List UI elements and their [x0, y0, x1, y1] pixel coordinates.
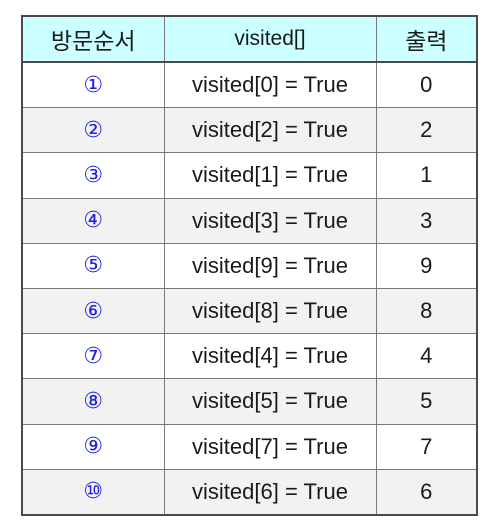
table-row: ⑦ visited[4] = True 4	[21, 333, 478, 380]
header-output: 출력	[375, 15, 478, 63]
visited-cell: visited[7] = True	[163, 423, 377, 470]
visit-order-cell: ②	[21, 107, 165, 154]
table-header: 방문순서 visited[] 출력	[21, 15, 478, 63]
output-cell: 8	[375, 287, 478, 335]
visit-order-cell: ①	[21, 61, 165, 109]
visit-order-cell: ⑤	[21, 242, 165, 289]
visit-order-table-container: 방문순서 visited[] 출력 ① visited[0] = True 0 …	[21, 15, 478, 516]
table-row: ① visited[0] = True 0	[21, 61, 478, 109]
table-row: ② visited[2] = True 2	[21, 107, 478, 154]
output-cell: 1	[375, 152, 478, 199]
header-visited-array: visited[]	[163, 15, 377, 63]
visited-cell: visited[4] = True	[163, 333, 377, 380]
table-row: ⑤ visited[9] = True 9	[21, 242, 478, 289]
table-body: ① visited[0] = True 0 ② visited[2] = Tru…	[21, 61, 478, 516]
table-row: ⑥ visited[8] = True 8	[21, 287, 478, 335]
output-cell: 2	[375, 107, 478, 154]
visit-order-cell: ⑩	[21, 468, 165, 516]
output-cell: 4	[375, 333, 478, 380]
visited-cell: visited[9] = True	[163, 242, 377, 289]
visited-cell: visited[5] = True	[163, 378, 377, 425]
header-visit-order: 방문순서	[21, 15, 165, 63]
visit-order-cell: ⑧	[21, 378, 165, 425]
visit-order-table: 방문순서 visited[] 출력 ① visited[0] = True 0 …	[21, 15, 478, 516]
visited-cell: visited[2] = True	[163, 107, 377, 154]
output-cell: 5	[375, 378, 478, 425]
visited-cell: visited[3] = True	[163, 197, 377, 244]
table-row: ⑨ visited[7] = True 7	[21, 423, 478, 470]
header-row: 방문순서 visited[] 출력	[21, 15, 478, 63]
visited-cell: visited[8] = True	[163, 287, 377, 335]
visit-order-cell: ③	[21, 152, 165, 199]
output-cell: 6	[375, 468, 478, 516]
output-cell: 0	[375, 61, 478, 109]
output-cell: 3	[375, 197, 478, 244]
visit-order-cell: ⑦	[21, 333, 165, 380]
output-cell: 7	[375, 423, 478, 470]
visit-order-cell: ⑨	[21, 423, 165, 470]
table-row: ④ visited[3] = True 3	[21, 197, 478, 244]
output-cell: 9	[375, 242, 478, 289]
table-row: ⑩ visited[6] = True 6	[21, 468, 478, 516]
visited-cell: visited[1] = True	[163, 152, 377, 199]
table-row: ③ visited[1] = True 1	[21, 152, 478, 199]
visit-order-cell: ⑥	[21, 287, 165, 335]
visit-order-cell: ④	[21, 197, 165, 244]
visited-cell: visited[0] = True	[163, 61, 377, 109]
visited-cell: visited[6] = True	[163, 468, 377, 516]
table-row: ⑧ visited[5] = True 5	[21, 378, 478, 425]
